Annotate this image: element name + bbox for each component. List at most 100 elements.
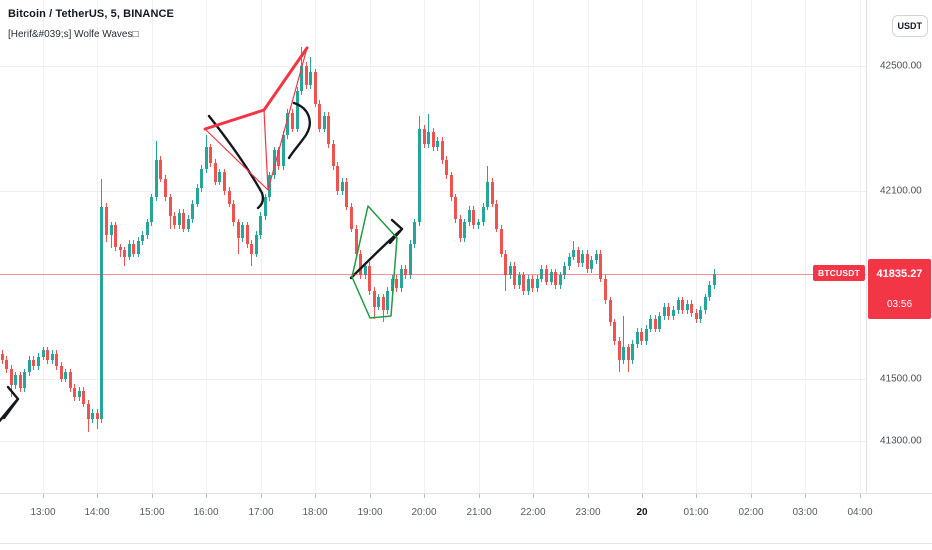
candle-body [5, 359, 9, 370]
candle-body [495, 203, 499, 229]
candle-body [708, 284, 712, 298]
candle-body [418, 128, 421, 223]
last-price-value: 41835.27 [876, 268, 923, 281]
candle-body [354, 228, 358, 254]
chart-plot-area[interactable]: Bitcoin / TetherUS, 5, BINANCE [Herif&#0… [0, 0, 866, 493]
candle-body [712, 273, 716, 285]
wolfe-wave-red-thin[interactable] [204, 47, 308, 191]
time-axis-tick [261, 494, 262, 498]
candle-body [399, 269, 403, 288]
trend-arrow-left[interactable] [0, 385, 20, 428]
candle-body [585, 253, 589, 270]
candle-body [517, 275, 521, 285]
candle-body [640, 331, 644, 341]
wolfe-wave-green[interactable] [351, 205, 398, 319]
candle-body [163, 178, 167, 198]
candle-body [68, 372, 72, 388]
candle-body [64, 372, 68, 379]
time-axis-tick [696, 494, 697, 498]
candle-body [154, 159, 158, 198]
wolfe-wave-drawings[interactable] [0, 0, 866, 493]
gridline-horizontal [0, 66, 866, 67]
candle-body [390, 278, 394, 291]
candle-body [127, 244, 131, 257]
candle-body [0, 353, 4, 360]
candle-body [476, 222, 480, 226]
time-axis-label: 01:00 [683, 507, 709, 518]
candle-body [245, 225, 249, 245]
gridline-vertical [315, 0, 316, 493]
candle-body [159, 159, 163, 179]
candle-body [535, 278, 539, 288]
candle-body [644, 328, 648, 341]
gridline-vertical [206, 0, 207, 493]
candle-body [594, 253, 598, 260]
candle-body [504, 253, 508, 276]
gridline-vertical [97, 0, 98, 493]
candle-body [182, 212, 186, 229]
wolfe-wave-red-thick[interactable] [203, 46, 309, 131]
candle-body [540, 269, 544, 279]
candle-body [631, 344, 635, 360]
time-axis-tick [805, 494, 806, 498]
candle-wick [110, 221, 112, 248]
candle-body [662, 306, 666, 316]
candle-body [622, 347, 626, 360]
gridline-horizontal [0, 191, 866, 192]
candle-body [545, 269, 549, 282]
candle-body [590, 259, 594, 270]
candle-body [263, 197, 267, 216]
time-axis[interactable]: 13:00 14:00 15:00 16:00 17:00 18:00 19:00 20:00… [0, 493, 932, 550]
candle-body [268, 175, 272, 198]
candle-body [667, 306, 671, 316]
indicator-label[interactable]: [Herif&#039;s] Wolfe Waves□ [8, 29, 139, 40]
time-axis-label: 02:00 [738, 507, 764, 518]
candle-wick [623, 316, 625, 364]
candle-body [168, 197, 172, 216]
candle-body [617, 341, 621, 360]
bar-countdown: 03:56 [886, 298, 913, 310]
candle-body [481, 206, 485, 223]
candle-body [136, 241, 140, 254]
candle-body [59, 366, 63, 379]
candle-body [86, 403, 90, 420]
candle-body [626, 347, 630, 360]
candle-body [281, 134, 285, 166]
candle-body [218, 172, 222, 182]
candle-body [241, 225, 245, 238]
candle-body [295, 91, 299, 129]
candle-body [322, 116, 326, 129]
candle-body [458, 219, 462, 238]
candle-body [408, 244, 412, 276]
gridline-vertical [424, 0, 425, 493]
hook-arrow-peak[interactable] [287, 101, 311, 160]
candle-body [55, 353, 59, 366]
currency-toggle-button[interactable]: USDT [891, 15, 928, 37]
symbol-title[interactable]: Bitcoin / TetherUS, 5, BINANCE [8, 8, 174, 20]
price-axis[interactable]: USDT 42500.00 42100.00 41500.00 41300.00 41… [866, 0, 932, 543]
candle-body [46, 350, 50, 360]
candle-body [236, 222, 240, 238]
time-axis-tick [43, 494, 44, 498]
candle-body [526, 278, 530, 291]
candle-body [694, 312, 698, 320]
candle-body [36, 356, 40, 366]
candle-body [431, 131, 435, 148]
time-axis-tick [315, 494, 316, 498]
candle-body [486, 181, 490, 207]
candle-body [676, 300, 680, 310]
candle-body [195, 187, 199, 204]
trend-arrow-down[interactable] [207, 114, 265, 210]
candle-body [209, 147, 213, 163]
candle-body [685, 303, 689, 310]
gridline-vertical [860, 0, 861, 493]
candle-body [608, 300, 612, 323]
time-axis-tick [424, 494, 425, 498]
candle-body [567, 256, 571, 266]
time-axis-label: 20 [636, 507, 648, 518]
last-price-badge: 41835.27 03:56 [868, 259, 931, 319]
candle-body [204, 147, 208, 170]
candle-body [277, 150, 281, 166]
candle-body [132, 244, 136, 254]
candle-body [649, 319, 653, 329]
